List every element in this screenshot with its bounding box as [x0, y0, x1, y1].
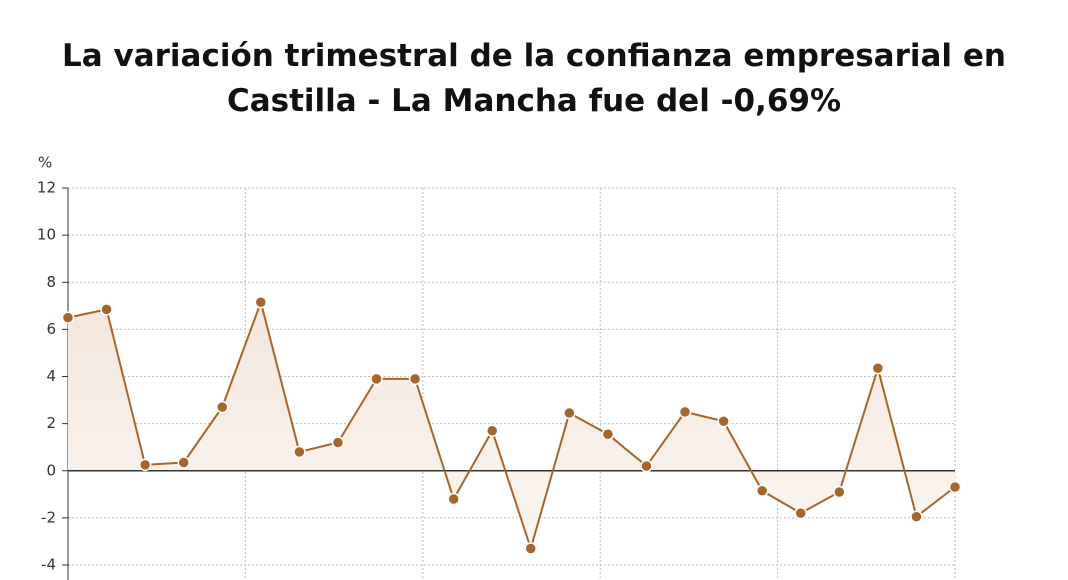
point — [447, 492, 460, 506]
point — [485, 424, 499, 437]
point — [755, 484, 769, 498]
point — [100, 303, 113, 316]
point — [61, 311, 75, 324]
y-tick-label: 6 — [46, 320, 56, 338]
point — [833, 485, 846, 499]
chart-title: La variación trimestral de la confianza … — [62, 38, 1006, 119]
point — [678, 405, 692, 419]
point — [408, 372, 422, 386]
point — [910, 510, 923, 523]
point — [254, 296, 268, 309]
y-tick-label: -4 — [41, 556, 56, 574]
point — [601, 427, 615, 441]
area — [68, 302, 955, 549]
point — [794, 506, 807, 520]
point — [293, 445, 306, 459]
point — [948, 480, 962, 494]
point — [138, 458, 152, 472]
y-tick-label: 0 — [46, 461, 56, 479]
point — [370, 372, 383, 386]
point — [717, 415, 730, 428]
point — [331, 436, 345, 449]
line — [67, 298, 956, 552]
y-tick-label: -2 — [41, 508, 56, 526]
point — [177, 456, 190, 469]
point — [216, 400, 229, 414]
point — [640, 459, 653, 473]
y-tick-label: 8 — [46, 273, 56, 291]
point — [524, 542, 538, 555]
y-axis-label: % — [38, 154, 52, 172]
point — [871, 362, 885, 375]
y-tick-label: 12 — [37, 179, 56, 197]
point — [563, 406, 576, 420]
y-tick-label: 2 — [46, 414, 56, 432]
y-tick-label: 10 — [37, 226, 56, 244]
plot: -4 -2 0 2 4 6 8 10 12 — [37, 179, 962, 580]
y-tick-label: 4 — [46, 367, 56, 385]
